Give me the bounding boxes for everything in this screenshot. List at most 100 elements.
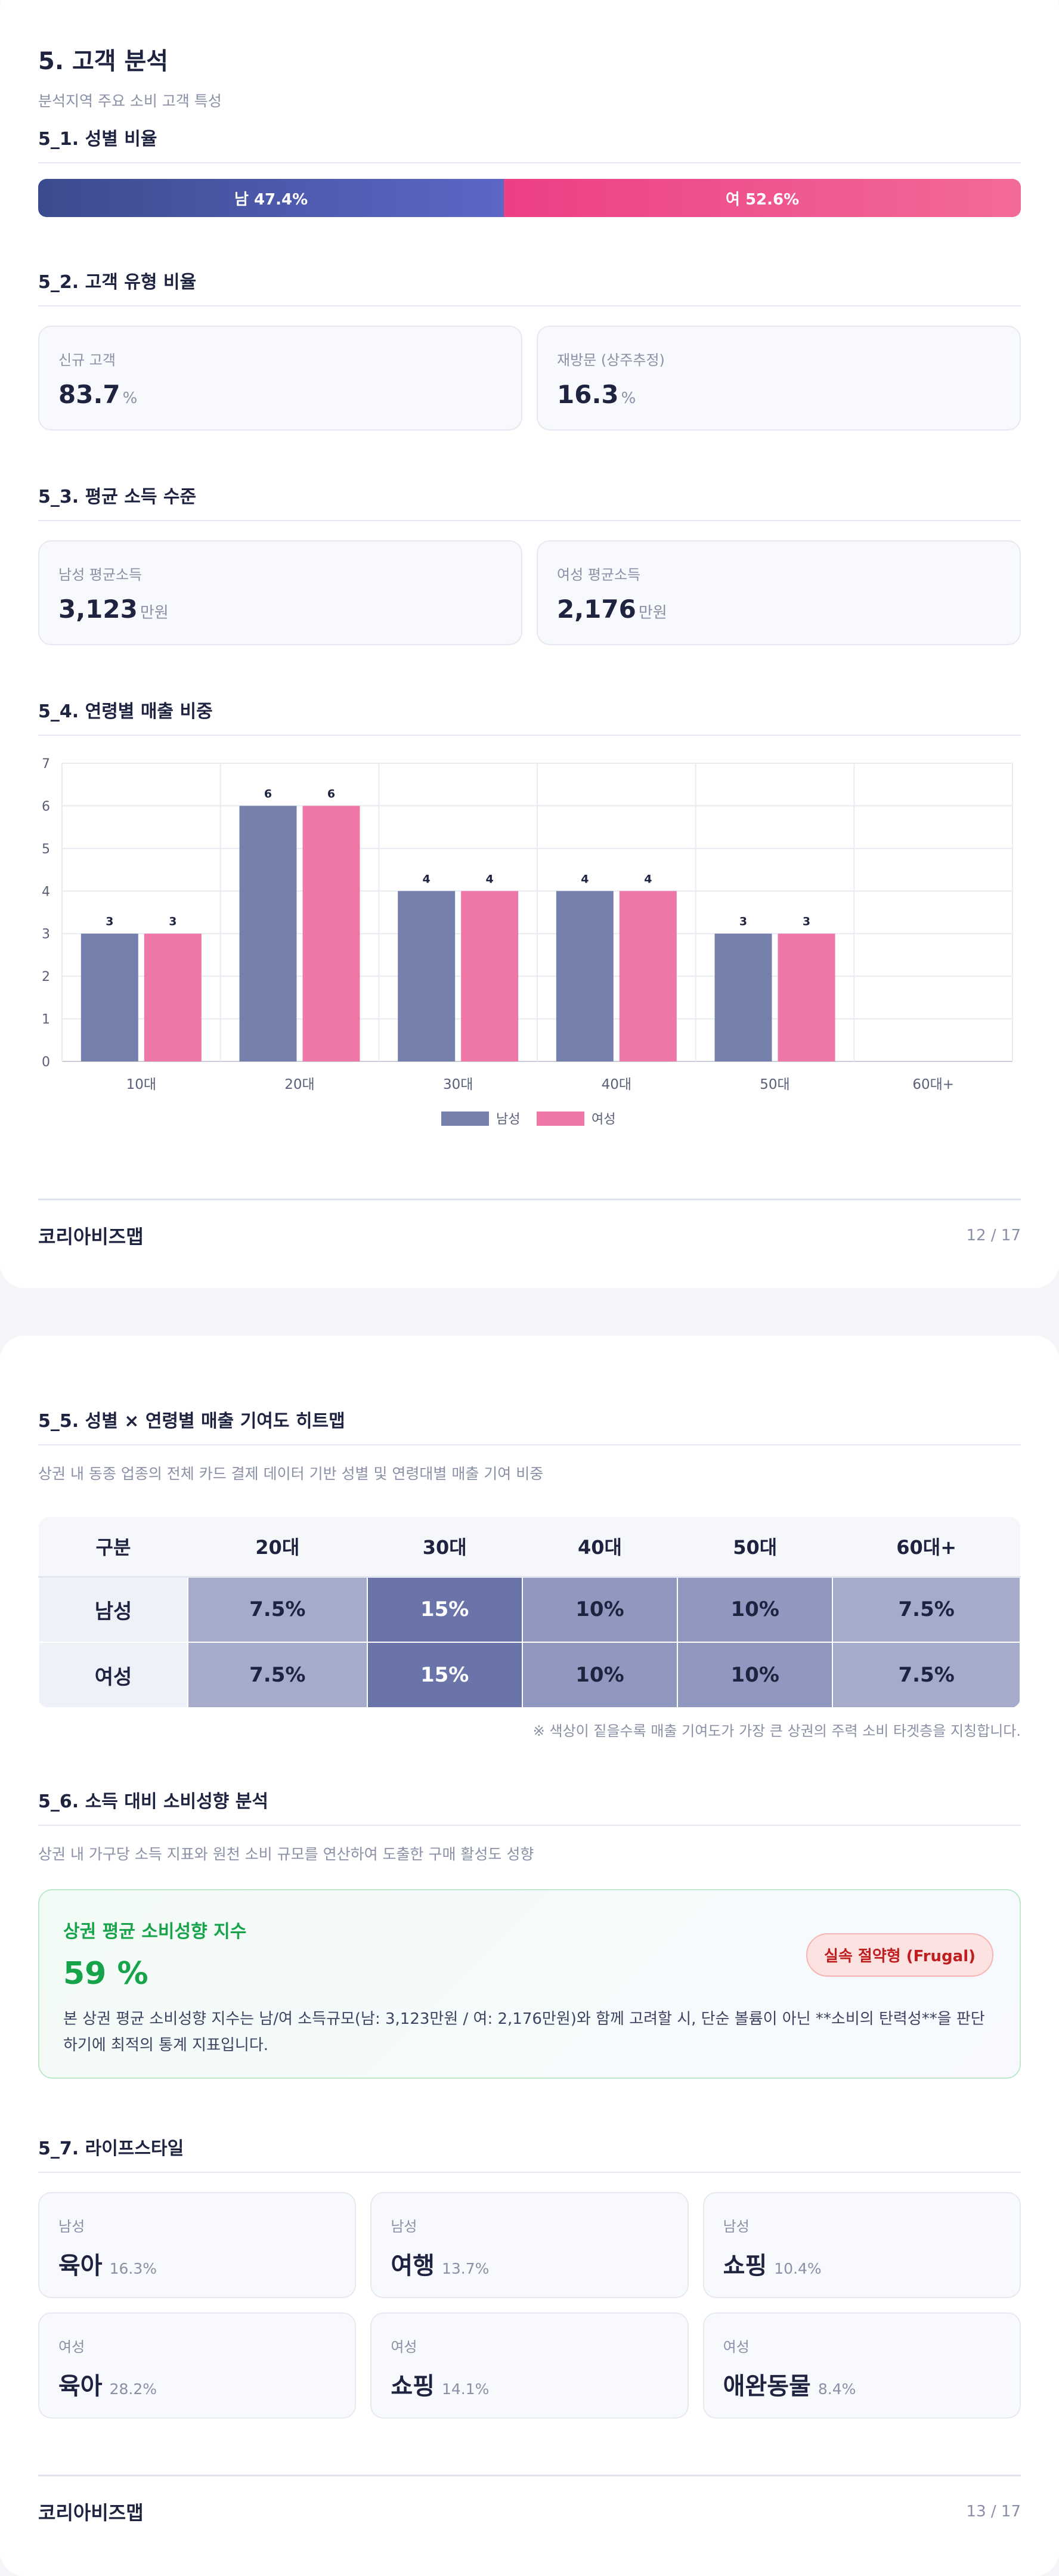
male-income-card: 남성 평균소득 3,123 만원 bbox=[38, 540, 522, 645]
section-title: 5. 고객 분석 bbox=[38, 48, 169, 75]
bar-female bbox=[619, 891, 677, 1061]
heatmap-cell: 10% bbox=[677, 1642, 834, 1708]
page-footer: 코리아비즈맵 12 / 17 bbox=[38, 1199, 1021, 1249]
female-income-card: 여성 평균소득 2,176 만원 bbox=[537, 540, 1021, 645]
bar-male bbox=[80, 933, 138, 1061]
lifestyle-name: 쇼핑 bbox=[723, 2252, 767, 2280]
returning-customer-card: 재방문 (상주추정) 16.3% bbox=[537, 326, 1021, 431]
spending-desc: 상권 내 가구당 소득 지표와 원천 소비 규모를 연산하여 도출한 구매 활성… bbox=[38, 1846, 534, 1863]
header-cell: 20대 bbox=[188, 1517, 367, 1578]
lifestyle-card: 남성 육아 16.3% bbox=[38, 2192, 357, 2298]
bar-female bbox=[778, 933, 835, 1061]
customer-type-title: 5_2. 고객 유형 비율 bbox=[38, 267, 1021, 306]
heatmap-cell: 7.5% bbox=[832, 1642, 1021, 1708]
header-cell: 구분 bbox=[39, 1517, 188, 1578]
card-value: 83.7 bbox=[58, 380, 120, 409]
age-sales-bar-chart: 0 1 2 3 4 5 6 7 3 3 10대 6 6 20대 4 4 30대 4 4 40대 3 3 50대 60대+ 남성 여… bbox=[42, 757, 1013, 1127]
lifestyle-name: 쇼핑 bbox=[391, 2373, 435, 2400]
legend-swatch bbox=[441, 1111, 489, 1126]
heatmap-row: 남성 7.5% 15% 10% 10% 7.5% bbox=[38, 1576, 1021, 1643]
bar-value-label: 4 bbox=[644, 872, 652, 886]
bar-value-label: 4 bbox=[486, 872, 494, 886]
bar-value-label: 6 bbox=[264, 787, 272, 800]
bar-value-label: 4 bbox=[423, 872, 431, 886]
bar-male bbox=[714, 933, 772, 1061]
report-page-13: 5_5. 성별 × 연령별 매출 기여도 히트맵 상권 내 동종 업종의 전체 … bbox=[0, 1336, 1059, 2576]
income-title: 5_3. 평균 소득 수준 bbox=[38, 482, 1021, 521]
x-tick-label: 30대 bbox=[443, 1077, 473, 1092]
lifestyle-grid: 남성 육아 16.3% 남성 여행 13.7% 남성 쇼핑 10.4% 여성 육아 28.2% 여성 쇼핑… bbox=[38, 2192, 1021, 2419]
lifestyle-name: 육아 bbox=[58, 2373, 103, 2400]
lifestyle-percent: 14.1% bbox=[441, 2380, 490, 2398]
bar-value-label: 3 bbox=[803, 915, 810, 928]
heatmap-cell: 7.5% bbox=[187, 1576, 368, 1643]
lifestyle-percent: 16.3% bbox=[109, 2260, 157, 2277]
lifestyle-title: 5_7. 라이프스타일 bbox=[38, 2134, 1021, 2173]
lifestyle-card: 남성 여행 13.7% bbox=[370, 2192, 689, 2298]
x-tick-label: 10대 bbox=[126, 1077, 156, 1092]
card-value: 3,123 bbox=[58, 595, 138, 624]
report-page-12: 5. 고객 분석 분석지역 주요 소비 고객 특성 5_1. 성별 비율 남 4… bbox=[0, 0, 1059, 1288]
heatmap-cell: 15% bbox=[366, 1642, 523, 1708]
lifestyle-gender: 여성 bbox=[723, 2339, 750, 2355]
page-number: 12 / 17 bbox=[966, 1227, 1021, 1244]
bar-value-label: 3 bbox=[169, 915, 176, 928]
card-label: 신규 고객 bbox=[58, 352, 116, 369]
spending-type-badge: 실속 절약형 (Frugal) bbox=[806, 1933, 993, 1977]
lifestyle-name: 여행 bbox=[391, 2252, 435, 2280]
bar-male bbox=[398, 891, 456, 1061]
bar-value-label: 3 bbox=[739, 915, 747, 928]
footer-brand: 코리아비즈맵 bbox=[38, 1225, 144, 1248]
footer-brand: 코리아비즈맵 bbox=[38, 2501, 144, 2524]
lifestyle-gender: 여성 bbox=[391, 2339, 417, 2355]
x-tick-label: 50대 bbox=[760, 1077, 789, 1092]
sales-heatmap-table: 구분 20대 30대 40대 50대 60대+ 남성 7.5% 15% 10% 10% 7… bbox=[38, 1517, 1021, 1708]
header-cell: 40대 bbox=[522, 1517, 678, 1578]
female-share-segment: 여 52.6% bbox=[504, 179, 1021, 217]
bar-female bbox=[144, 933, 202, 1061]
card-value: 2,176 bbox=[557, 595, 636, 624]
bar-male bbox=[556, 891, 614, 1061]
legend-swatch bbox=[537, 1111, 584, 1126]
heatmap-cell: 10% bbox=[521, 1642, 679, 1708]
lifestyle-percent: 10.4% bbox=[774, 2260, 822, 2277]
lifestyle-gender: 남성 bbox=[723, 2218, 750, 2235]
legend-label: 남성 bbox=[496, 1112, 520, 1127]
bar-value-label: 6 bbox=[327, 787, 335, 800]
bar-female bbox=[461, 891, 519, 1061]
card-label: 여성 평균소득 bbox=[557, 566, 641, 583]
header-cell: 60대+ bbox=[832, 1517, 1020, 1578]
heatmap-header-row: 구분 20대 30대 40대 50대 60대+ bbox=[39, 1517, 1020, 1578]
page-number: 13 / 17 bbox=[966, 2503, 1021, 2521]
gender-ratio-bar: 남 47.4% 여 52.6% bbox=[38, 179, 1021, 217]
y-tick-label: 6 bbox=[42, 799, 50, 814]
y-tick-label: 7 bbox=[42, 757, 50, 772]
y-tick-label: 2 bbox=[42, 970, 50, 984]
lifestyle-gender: 남성 bbox=[58, 2218, 85, 2235]
heatmap-cell: 7.5% bbox=[187, 1642, 368, 1708]
male-share-segment: 남 47.4% bbox=[38, 179, 504, 217]
spending-title: 5_6. 소득 대비 소비성향 분석 bbox=[38, 1787, 1021, 1826]
x-tick-label: 60대+ bbox=[912, 1077, 954, 1092]
lifestyle-percent: 28.2% bbox=[109, 2380, 157, 2398]
heatmap-cell: 7.5% bbox=[832, 1576, 1021, 1643]
heatmap-row: 여성 7.5% 15% 10% 10% 7.5% bbox=[38, 1642, 1021, 1708]
age-sales-title: 5_4. 연령별 매출 비중 bbox=[38, 696, 1021, 736]
bar-female bbox=[302, 806, 360, 1061]
heatmap-title: 5_5. 성별 × 연령별 매출 기여도 히트맵 bbox=[38, 1406, 1021, 1445]
heatmap-note: ※ 색상이 짙을수록 매출 기여도가 가장 큰 상권의 주력 소비 타겟층을 지… bbox=[532, 1723, 1021, 1739]
spending-index-title: 상권 평균 소비성향 지수 bbox=[63, 1921, 247, 1942]
page-footer: 코리아비즈맵 13 / 17 bbox=[38, 2475, 1021, 2525]
spending-index-box: 상권 평균 소비성향 지수 59 % 실속 절약형 (Frugal) 본 상권 … bbox=[38, 1889, 1021, 2079]
heatmap-desc: 상권 내 동종 업종의 전체 카드 결제 데이터 기반 성별 및 연령대별 매출… bbox=[38, 1465, 544, 1482]
bar-value-label: 3 bbox=[106, 915, 113, 928]
lifestyle-percent: 8.4% bbox=[818, 2380, 856, 2398]
card-unit: 만원 bbox=[638, 604, 667, 622]
heatmap-row-label: 여성 bbox=[38, 1642, 188, 1708]
lifestyle-gender: 여성 bbox=[58, 2339, 85, 2355]
x-tick-label: 20대 bbox=[284, 1077, 314, 1092]
y-tick-label: 4 bbox=[42, 884, 50, 899]
